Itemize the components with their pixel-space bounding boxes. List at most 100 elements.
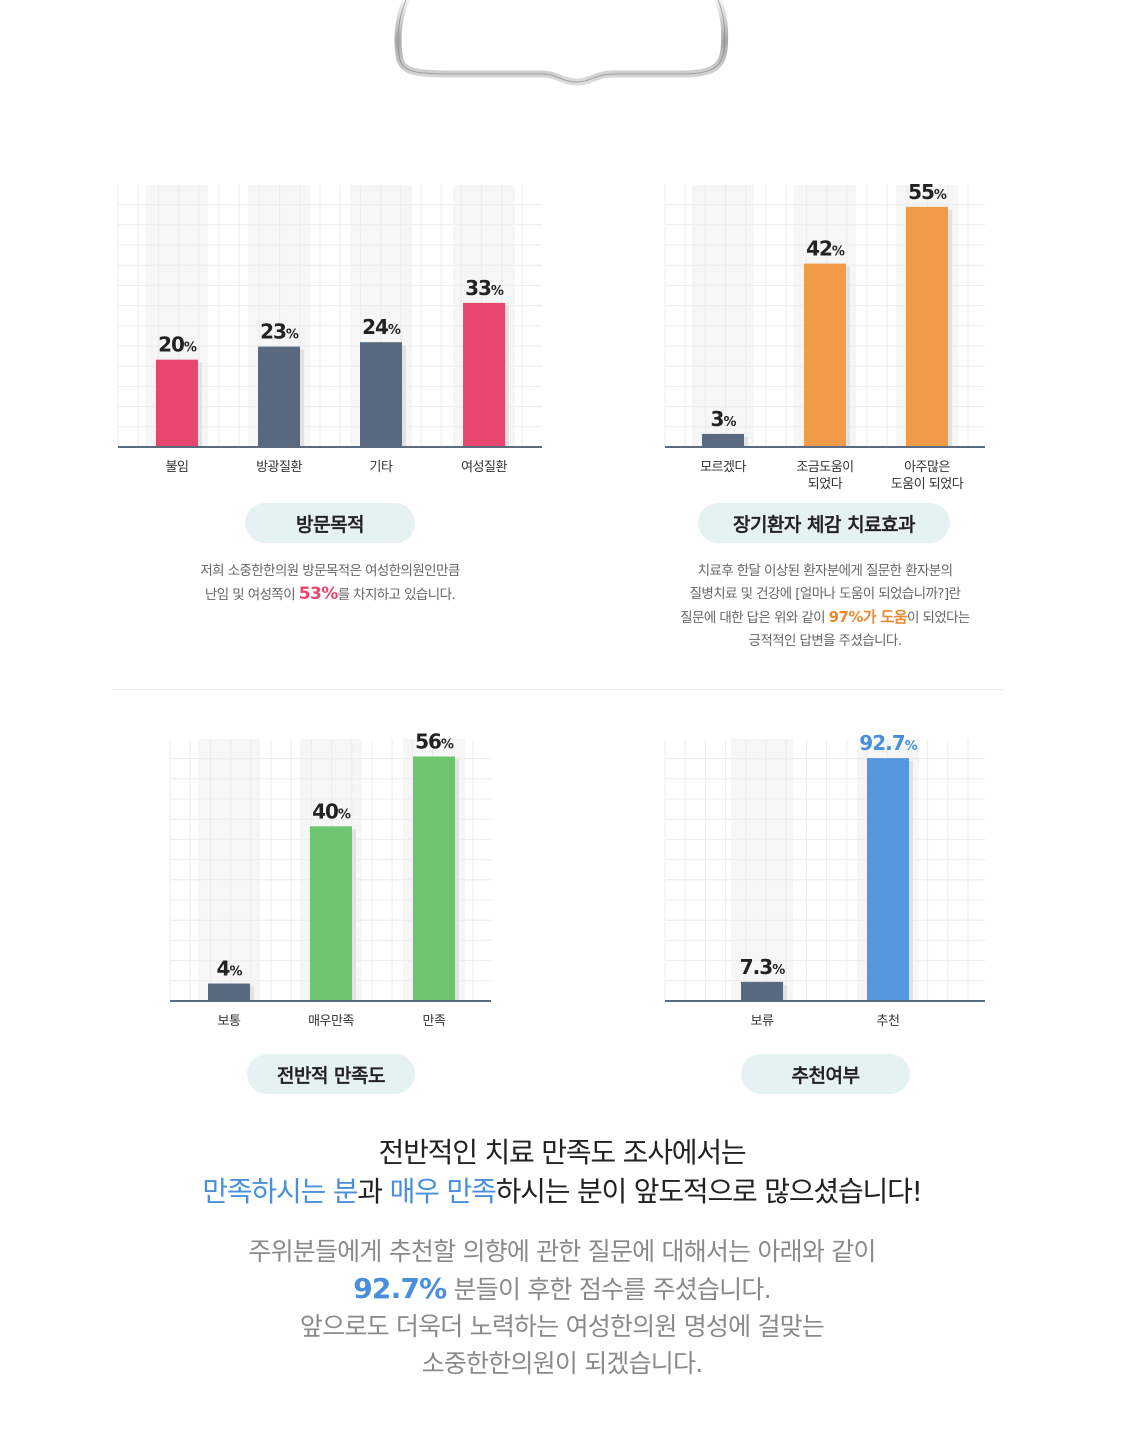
- bar-value-unit: %: [934, 188, 947, 203]
- summary-highlight-very-satisfied: 매우 만족: [389, 1175, 497, 1208]
- category-label-line: 불임: [166, 460, 189, 475]
- bar-0: [741, 981, 783, 1001]
- category-label-line: 여성질환: [461, 460, 507, 475]
- chart-recommendation: 7.3% 보류 92.7% 추천: [664, 731, 985, 1039]
- bar-value-unit: %: [723, 415, 736, 430]
- bar-value-unit: %: [184, 341, 197, 356]
- summary-sub-line1: 주위분들에게 추천할 의향에 관한 질문에 대해서는 아래와 같이: [248, 1237, 876, 1266]
- bar-value-number: 42: [806, 237, 832, 261]
- chart-overall-satisfaction: 4% 보통 40% 매우만족 56% 만족: [169, 729, 491, 1039]
- summary-section: 전반적인 치료 만족도 조사에서는 만족하시는 분과 매우 만족하시는 분이 앞…: [62, 1133, 1062, 1382]
- category-label-line: 보통: [218, 1014, 241, 1029]
- summary-line2: 만족하시는 분과 매우 만족하시는 분이 앞도적으로 많으셨습니다!: [202, 1175, 923, 1208]
- clipboard-clip-icon: [392, 0, 732, 90]
- category-label-line: 조금도움이: [796, 460, 853, 475]
- bar-value-unit: %: [229, 965, 242, 980]
- bar-2: [906, 206, 948, 447]
- category-label-line: 매우만족: [308, 1014, 354, 1029]
- bar-1: [804, 263, 846, 447]
- bar-value-label: 3%: [711, 407, 737, 431]
- summary-sub-line2: 92.7% 분들이 후한 점수를 주셨습니다.: [353, 1272, 771, 1305]
- category-label-line: 추천: [877, 1014, 900, 1029]
- bar-value-label: 40%: [312, 799, 351, 823]
- bar-value-label: 20%: [158, 333, 197, 357]
- visit-desc-line1: 저희 소중한한의원 방문목적은 여성한의원인만큼: [200, 563, 460, 579]
- bar-value-unit: %: [338, 807, 351, 822]
- category-label-line: 아주많은: [904, 460, 950, 475]
- bar-value-label: 92.7%: [859, 731, 917, 755]
- bar-value-number: 23: [260, 320, 286, 344]
- bar-value-label: 4%: [217, 957, 243, 981]
- category-label-line: 되었다: [808, 477, 843, 492]
- bar-value-label: 56%: [415, 729, 454, 753]
- bar-value-label: 55%: [908, 180, 947, 204]
- pill-visit-purpose: 방문목적: [245, 503, 415, 543]
- bar-1: [258, 346, 300, 447]
- category-label: 모르겠다: [700, 460, 746, 475]
- bar-2: [360, 342, 402, 447]
- category-label: 매우만족: [308, 1014, 354, 1029]
- pill-recommendation: 추천여부: [741, 1054, 910, 1094]
- bar-value-unit: %: [286, 328, 299, 343]
- bar-value-number: 24: [362, 315, 388, 339]
- category-label: 여성질환: [461, 460, 507, 475]
- bar-1: [867, 758, 909, 1001]
- category-label: 보류: [751, 1014, 774, 1029]
- bar-value-label: 33%: [465, 276, 504, 300]
- visit-desc-highlight: 53%: [298, 584, 338, 604]
- bar-value-unit: %: [388, 323, 401, 338]
- bar-value-number: 7.3: [740, 955, 773, 979]
- category-label-line: 도움이 되었다: [891, 477, 964, 492]
- effect-desc-line3: 질문에 대한 답은 위와 같이 97%가 도움이 되었다는: [680, 608, 970, 626]
- effect-desc-line2: 질병치료 및 건강에 [얼마나 도움이 되었습니까?]란: [689, 586, 961, 602]
- category-label: 기타: [370, 460, 393, 475]
- bar-value-number: 92.7: [859, 731, 904, 755]
- summary-sub-line4: 소중한한의원이 되겠습니다.: [421, 1349, 704, 1378]
- summary-highlight-satisfied: 만족하시는 분: [202, 1175, 358, 1208]
- category-label-line: 모르겠다: [700, 460, 746, 475]
- category-label-line: 방광질환: [256, 460, 302, 475]
- bar-1: [310, 826, 352, 1001]
- category-label-line: 보류: [751, 1014, 774, 1029]
- visit-purpose-description: 저희 소중한한의원 방문목적은 여성한의원인만큼 난임 및 여성쪽이 53%를 …: [130, 560, 530, 607]
- bar-value-number: 56: [415, 729, 441, 753]
- bar-value-unit: %: [905, 739, 918, 754]
- category-label: 불임: [166, 460, 189, 475]
- bar-value-unit: %: [772, 963, 785, 978]
- bar-value-number: 40: [312, 799, 338, 823]
- bar-value-label: 24%: [362, 315, 401, 339]
- bar-value-unit: %: [441, 737, 454, 752]
- effect-desc-line1: 치료후 한달 이상된 환자분에게 질문한 환자분의: [697, 563, 953, 579]
- pill-treatment-effect: 장기환자 체감 치료효과: [698, 503, 950, 543]
- bar-value-label: 42%: [806, 237, 845, 261]
- bar-value-label: 23%: [260, 320, 299, 344]
- summary-sub-line3: 앞으로도 더욱더 노력하는 여성한의원 명성에 걸맞는: [299, 1312, 825, 1341]
- bar-value-number: 33: [465, 276, 491, 300]
- bar-value-unit: %: [491, 284, 504, 299]
- category-label: 보통: [218, 1014, 241, 1029]
- summary-sub: 주위분들에게 추천할 의향에 관한 질문에 대해서는 아래와 같이 92.7% …: [62, 1233, 1062, 1382]
- chart-visit-purpose: 20% 불임 23% 방광질환 24% 기타 33% 여성질환: [117, 185, 542, 500]
- section-divider: [112, 689, 1004, 690]
- bar-value-label: 7.3%: [740, 955, 785, 979]
- treatment-effect-description: 치료후 한달 이상된 환자분에게 질문한 환자분의 질병치료 및 건강에 [얼마…: [625, 560, 1025, 653]
- bar-value-number: 20: [158, 333, 184, 357]
- bar-0: [208, 983, 250, 1001]
- visit-desc-line2: 난임 및 여성쪽이 53%를 차지하고 있습니다.: [204, 584, 456, 604]
- bar-value-number: 55: [908, 180, 934, 204]
- category-label: 방광질환: [256, 460, 302, 475]
- bar-value-number: 3: [711, 407, 724, 431]
- category-label: 추천: [877, 1014, 900, 1029]
- bar-value-number: 4: [217, 957, 230, 981]
- bar-0: [702, 433, 744, 447]
- bar-value-unit: %: [832, 245, 845, 260]
- category-label-line: 기타: [370, 460, 393, 475]
- category-label-line: 만족: [423, 1014, 446, 1029]
- chart-grid: [664, 739, 985, 1002]
- summary-line1: 전반적인 치료 만족도 조사에서는: [378, 1136, 747, 1169]
- effect-desc-highlight: 97%가 도움: [828, 608, 908, 626]
- bar-2: [413, 756, 455, 1001]
